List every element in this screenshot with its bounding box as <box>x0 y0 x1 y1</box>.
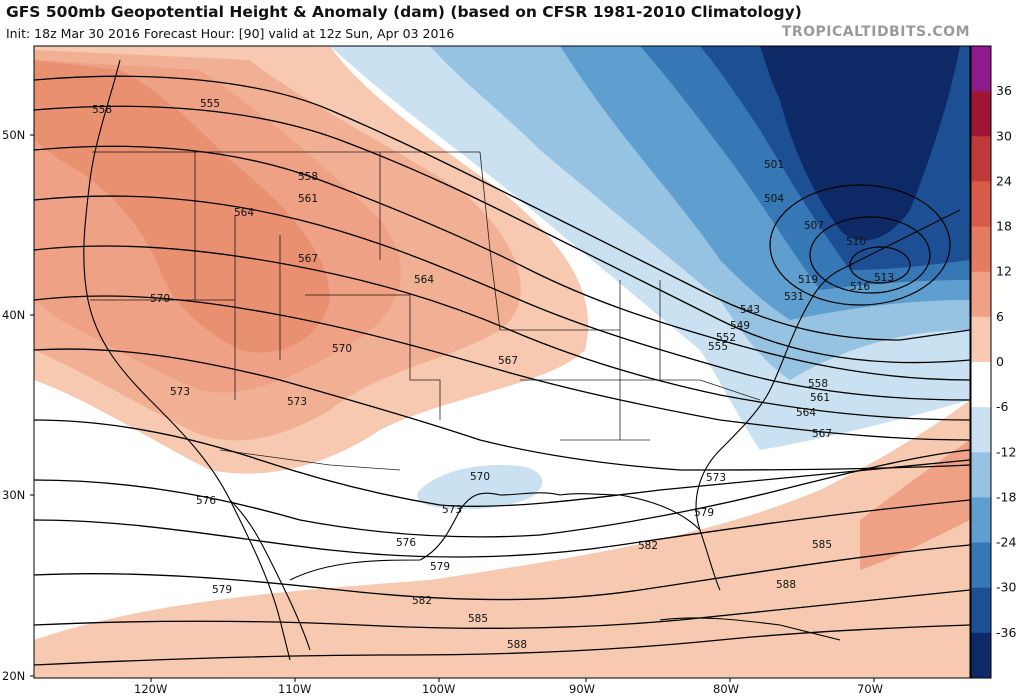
colorbar-label: -30 <box>996 580 1016 595</box>
contour-label: 558 <box>92 104 112 116</box>
contour-label: 519 <box>798 274 818 286</box>
contour-label: 579 <box>430 561 450 573</box>
contour-label: 564 <box>234 207 254 219</box>
contour-label: 576 <box>396 537 416 549</box>
contour-label: 558 <box>298 171 318 183</box>
lat-label: 30N <box>2 488 25 502</box>
contour-label: 552 <box>716 332 736 344</box>
longitude-axis: 120W 110W 100W 90W 80W 70W <box>134 678 883 696</box>
colorbar-label: 30 <box>996 128 1012 143</box>
colorbar-swatch <box>971 497 991 544</box>
colorbar-label: 24 <box>996 173 1012 188</box>
positive-anomaly-south <box>34 400 970 678</box>
contour-label: 558 <box>808 378 828 390</box>
contour-label: 570 <box>332 343 352 355</box>
colorbar-swatch <box>971 316 991 363</box>
contour-label: 564 <box>796 407 816 419</box>
colorbar-label: 12 <box>996 264 1012 279</box>
contour-label: 531 <box>784 291 804 303</box>
chart-subtitle: Init: 18z Mar 30 2016 Forecast Hour: [90… <box>6 26 455 41</box>
colorbar-label: 18 <box>996 219 1012 234</box>
lon-label: 100W <box>422 682 455 696</box>
lat-label: 50N <box>2 128 25 142</box>
brand-watermark: TROPICALTIDBITS.COM <box>781 24 970 40</box>
lon-label: 120W <box>134 682 167 696</box>
height-contours <box>34 75 970 666</box>
colorbar-label: -6 <box>996 399 1009 414</box>
colorbar-swatch <box>971 136 991 182</box>
contour-label: 573 <box>287 396 307 408</box>
contour-label: 549 <box>730 320 750 332</box>
contour-label: 585 <box>812 539 832 551</box>
colorbar-swatch <box>971 181 991 228</box>
colorbar-label: 0 <box>996 354 1004 369</box>
colorbar-swatch <box>971 452 991 498</box>
colorbar-label: 6 <box>996 309 1004 324</box>
colorbar-swatch <box>971 271 991 318</box>
contour-label: 579 <box>212 584 232 596</box>
lat-label: 40N <box>2 308 25 322</box>
contour-label: 573 <box>442 504 462 516</box>
lon-label: 110W <box>278 682 311 696</box>
contour-label: 510 <box>846 236 866 248</box>
colorbar-label: -24 <box>996 535 1016 550</box>
colorbar-swatch <box>971 542 991 589</box>
contour-label: 555 <box>708 341 728 353</box>
contour-label: 513 <box>874 272 894 284</box>
latitude-axis: 50N 40N 30N 20N <box>2 128 34 683</box>
contour-label: 543 <box>740 304 760 316</box>
colorbar-label: -18 <box>996 489 1016 504</box>
colorbar-swatch <box>971 226 991 273</box>
map-frame <box>33 45 971 679</box>
contour-label: 561 <box>298 193 318 205</box>
coastlines <box>83 59 961 661</box>
contour-label: 567 <box>812 428 832 440</box>
contour-label: 570 <box>150 293 170 305</box>
contour-label: 576 <box>196 495 216 507</box>
colorbar-label: 36 <box>996 83 1012 98</box>
contour-label: 567 <box>498 355 518 367</box>
colorbar-frame <box>970 45 992 679</box>
contour-label: 573 <box>170 386 190 398</box>
closed-low-contours <box>769 184 951 306</box>
colorbar-swatch <box>971 407 991 453</box>
contour-label: 504 <box>764 193 784 205</box>
contour-label: 570 <box>470 471 490 483</box>
lat-label: 20N <box>2 669 25 683</box>
lon-label: 80W <box>713 682 739 696</box>
contour-label: 516 <box>850 281 870 293</box>
colorbar-label: -36 <box>996 625 1016 640</box>
contour-label: 561 <box>810 392 830 404</box>
contour-label: 582 <box>412 595 432 607</box>
chart-title: GFS 500mb Geopotential Height & Anomaly … <box>6 3 802 21</box>
contour-label: 582 <box>638 540 658 552</box>
contour-label: 507 <box>804 220 824 232</box>
colorbar: 36 30 24 18 12 6 0 -6 -12 -18 -24 -30 -36 <box>970 45 1016 679</box>
colorbar-swatch <box>971 91 991 137</box>
lon-label: 90W <box>569 682 595 696</box>
contour-label: 588 <box>507 639 527 651</box>
contour-label: 564 <box>414 274 434 286</box>
contour-label: 588 <box>776 579 796 591</box>
colorbar-swatch <box>971 362 991 408</box>
colorbar-swatch <box>971 46 991 92</box>
colorbar-swatch <box>971 587 991 634</box>
contour-label: 555 <box>200 98 220 110</box>
lon-label: 70W <box>857 682 883 696</box>
colorbar-label: -12 <box>996 444 1016 459</box>
contour-label: 573 <box>706 472 726 484</box>
map-plot-area <box>34 46 970 678</box>
contour-label: 501 <box>764 159 784 171</box>
contour-label: 585 <box>468 613 488 625</box>
contour-label: 567 <box>298 253 318 265</box>
colorbar-swatch <box>971 632 991 679</box>
contour-label: 579 <box>694 507 714 519</box>
